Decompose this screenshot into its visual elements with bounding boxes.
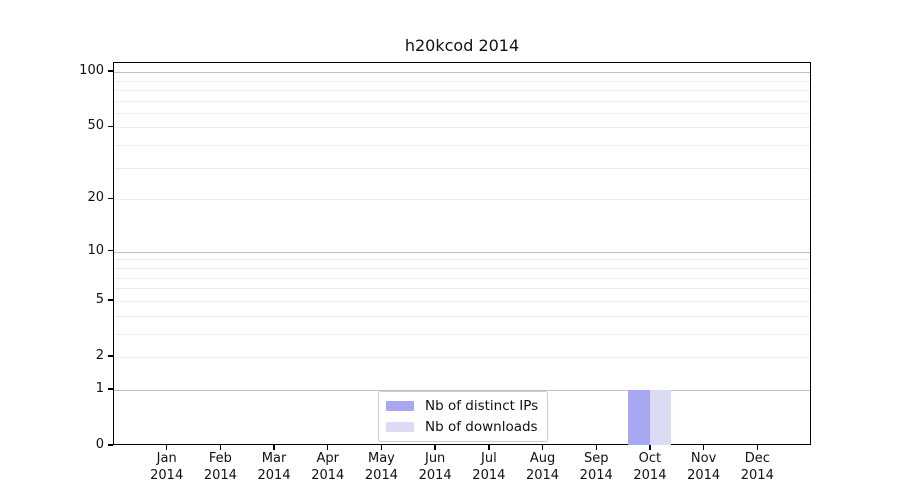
gridline-major bbox=[114, 251, 810, 253]
y-axis-tick bbox=[108, 444, 113, 446]
bar-nb-of-distinct-ips bbox=[628, 389, 650, 445]
y-tick-label: 50 bbox=[87, 118, 104, 134]
x-axis-tick bbox=[541, 445, 544, 450]
gridline-minor bbox=[114, 259, 810, 261]
x-tick-label: Mar 2014 bbox=[257, 451, 291, 483]
y-axis-tick bbox=[108, 388, 113, 390]
x-tick-label: Jan 2014 bbox=[150, 451, 184, 483]
y-tick-label: 20 bbox=[87, 190, 104, 206]
x-axis-tick bbox=[219, 445, 222, 450]
x-tick-label: Oct 2014 bbox=[633, 451, 667, 483]
x-axis-tick bbox=[702, 445, 705, 450]
legend-label-distinct-ips: Nb of distinct IPs bbox=[425, 398, 539, 414]
legend-swatch-downloads bbox=[386, 422, 414, 432]
y-axis-tick bbox=[108, 197, 113, 200]
y-tick-label: 1 bbox=[95, 380, 104, 396]
y-axis-tick bbox=[108, 125, 113, 128]
gridline-major bbox=[114, 389, 810, 391]
gridline-minor bbox=[114, 80, 810, 82]
y-tick-label: 5 bbox=[95, 291, 104, 307]
gridline-minor bbox=[114, 288, 810, 290]
x-axis-tick bbox=[488, 445, 490, 450]
x-axis-tick bbox=[595, 445, 597, 450]
x-axis-tick bbox=[327, 445, 329, 450]
gridline-minor bbox=[114, 333, 810, 335]
y-tick-label: 10 bbox=[87, 242, 104, 258]
gridline-minor bbox=[114, 277, 810, 279]
legend-swatch-distinct-ips bbox=[386, 401, 414, 411]
x-tick-label: Dec 2014 bbox=[740, 451, 774, 483]
legend-item-downloads: Nb of downloads bbox=[386, 418, 538, 436]
x-tick-label: May 2014 bbox=[364, 451, 398, 483]
x-tick-label: Apr 2014 bbox=[311, 451, 345, 483]
gridline-minor bbox=[114, 167, 810, 169]
y-tick-label: 0 bbox=[95, 437, 104, 452]
bar-nb-of-downloads bbox=[649, 389, 672, 445]
x-tick-label: Nov 2014 bbox=[687, 451, 721, 483]
chart-title: h20kcod 2014 bbox=[404, 36, 520, 55]
y-axis-tick bbox=[108, 299, 113, 301]
gridline-minor bbox=[114, 300, 810, 302]
x-axis-tick bbox=[273, 445, 275, 450]
gridline-minor bbox=[114, 100, 810, 102]
x-axis-tick bbox=[434, 445, 436, 450]
x-tick-label: Aug 2014 bbox=[525, 451, 560, 483]
legend-item-distinct-ips: Nb of distinct IPs bbox=[386, 397, 538, 415]
gridline-minor bbox=[114, 127, 810, 129]
plot-area bbox=[113, 62, 811, 445]
x-tick-label: Sep 2014 bbox=[579, 451, 613, 483]
x-axis-tick bbox=[756, 445, 758, 450]
y-tick-label: 2 bbox=[95, 347, 104, 363]
gridline-minor bbox=[114, 145, 810, 147]
gridline-minor bbox=[114, 356, 810, 358]
legend-label-downloads: Nb of downloads bbox=[425, 419, 538, 435]
y-axis-tick bbox=[108, 70, 113, 72]
gridline-minor bbox=[114, 315, 810, 317]
gridline-major bbox=[114, 72, 810, 74]
gridline-minor bbox=[114, 199, 810, 201]
x-axis-tick bbox=[165, 445, 168, 450]
x-axis-tick bbox=[649, 445, 651, 450]
legend: Nb of distinct IPs Nb of downloads bbox=[378, 391, 549, 442]
x-tick-label: Jun 2014 bbox=[418, 451, 452, 483]
y-axis-tick bbox=[108, 250, 113, 252]
x-tick-label: Jul 2014 bbox=[472, 451, 506, 483]
x-tick-label: Feb 2014 bbox=[203, 451, 237, 483]
gridline-minor bbox=[114, 89, 810, 91]
gridline-minor bbox=[114, 112, 810, 114]
y-axis-tick bbox=[108, 355, 113, 357]
gridline-minor bbox=[114, 267, 810, 269]
y-tick-label: 100 bbox=[79, 63, 104, 79]
x-axis-tick bbox=[380, 445, 383, 450]
